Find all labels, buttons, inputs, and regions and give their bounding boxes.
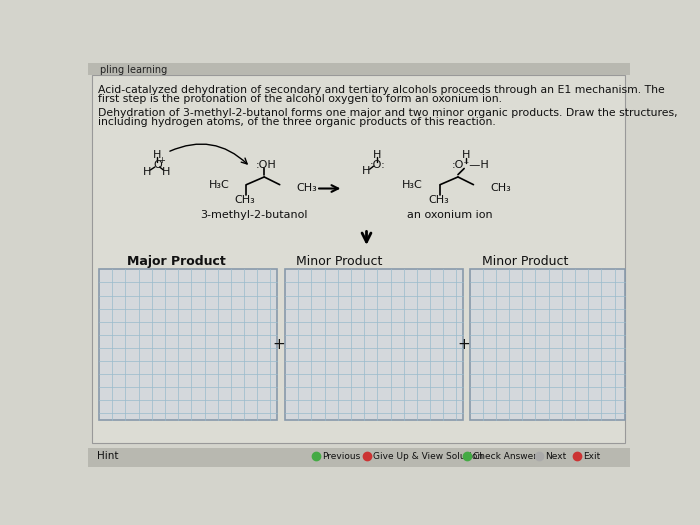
Text: H: H bbox=[153, 150, 162, 160]
Text: H: H bbox=[361, 166, 370, 176]
Text: :O:: :O: bbox=[370, 161, 385, 171]
Text: CH₃: CH₃ bbox=[491, 183, 511, 193]
Text: CH₃: CH₃ bbox=[428, 195, 449, 205]
Text: CH₃: CH₃ bbox=[234, 195, 255, 205]
Text: Dehydration of 3-methyl-2-butanol forms one major and two minor organic products: Dehydration of 3-methyl-2-butanol forms … bbox=[98, 108, 678, 118]
Bar bbox=[88, 448, 630, 467]
Bar bbox=[470, 269, 624, 419]
Text: H: H bbox=[143, 166, 151, 176]
Text: Acid-catalyzed dehydration of secondary and tertiary alcohols proceeds through a: Acid-catalyzed dehydration of secondary … bbox=[98, 85, 665, 94]
Bar bbox=[285, 269, 463, 419]
Text: +: + bbox=[272, 337, 286, 352]
Text: Exit: Exit bbox=[584, 452, 601, 461]
Text: H₃C: H₃C bbox=[209, 180, 230, 190]
Text: CH₃: CH₃ bbox=[297, 183, 318, 193]
Text: Minor Product: Minor Product bbox=[482, 255, 568, 268]
Text: an oxonium ion: an oxonium ion bbox=[407, 211, 493, 220]
Text: +: + bbox=[158, 155, 165, 164]
Text: pling learning: pling learning bbox=[100, 65, 167, 75]
Text: including hydrogen atoms, of the three organic products of this reaction.: including hydrogen atoms, of the three o… bbox=[98, 117, 496, 127]
Text: Major Product: Major Product bbox=[127, 255, 226, 268]
Text: H: H bbox=[162, 166, 171, 176]
Text: :OH: :OH bbox=[256, 160, 277, 170]
Bar bbox=[99, 269, 277, 419]
Text: O: O bbox=[153, 161, 162, 171]
Text: H: H bbox=[372, 150, 381, 160]
Text: H: H bbox=[461, 150, 470, 161]
Text: Hint: Hint bbox=[97, 452, 118, 461]
Text: Previous: Previous bbox=[322, 452, 360, 461]
Text: Minor Product: Minor Product bbox=[296, 255, 383, 268]
Text: +: + bbox=[457, 337, 470, 352]
Text: Check Answer: Check Answer bbox=[473, 452, 538, 461]
Text: :O⁺—H: :O⁺—H bbox=[452, 160, 489, 170]
Text: Next: Next bbox=[545, 452, 566, 461]
Text: 3-methyl-2-butanol: 3-methyl-2-butanol bbox=[200, 211, 308, 220]
Bar bbox=[88, 63, 630, 75]
Text: H₃C: H₃C bbox=[402, 180, 423, 190]
Text: Give Up & View Solution: Give Up & View Solution bbox=[372, 452, 483, 461]
Text: first step is the protonation of the alcohol oxygen to form an oxonium ion.: first step is the protonation of the alc… bbox=[98, 94, 503, 104]
